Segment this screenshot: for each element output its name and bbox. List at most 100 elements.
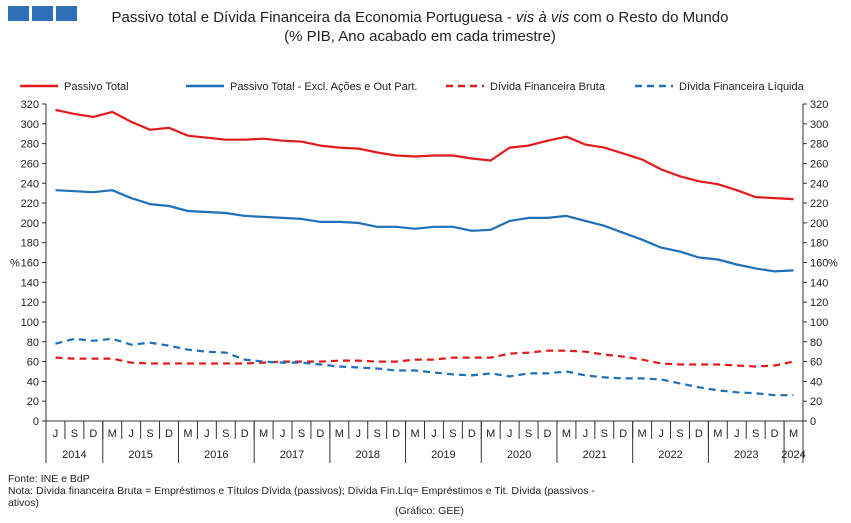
y-tick-label-right: 200 — [810, 218, 828, 230]
y-tick-label-right: 320 — [810, 99, 828, 111]
y-tick-label-left: 40 — [27, 376, 39, 388]
y-tick-label-right: 240 — [810, 178, 828, 190]
x-quarter-label: D — [89, 428, 97, 440]
y-tick-label-left: 280 — [21, 139, 39, 151]
y-tick-label-left: 0 — [33, 416, 39, 428]
y-tick-label-left: 300 — [21, 119, 39, 131]
x-year-label: 2018 — [355, 449, 379, 461]
series-line-2 — [55, 189, 794, 273]
logo-block-2 — [32, 6, 53, 21]
source-note: Fonte: INE e BdP — [8, 473, 90, 485]
y-tick-label-right: 100 — [810, 317, 828, 329]
x-quarter-label: D — [241, 428, 249, 440]
x-year-label: 2022 — [658, 449, 682, 461]
y-tick-label-left: 180 — [21, 238, 39, 250]
footnote: Fonte: INE e BdP Nota: Dívida financeira… — [8, 473, 595, 509]
x-quarter-label: S — [752, 428, 759, 440]
title-rest: com o Resto do Mundo — [569, 9, 729, 26]
y-tick-label-right: 40 — [810, 376, 822, 388]
y-tick-label-left: 200 — [21, 218, 39, 230]
y-tick-label-left: 140 — [21, 277, 39, 289]
y-axis-label-right: % — [828, 258, 838, 270]
y-tick-label-left: 260 — [21, 158, 39, 170]
x-quarter-label: D — [544, 428, 552, 440]
y-tick-label-left: 100 — [21, 317, 39, 329]
x-quarter-label: J — [128, 428, 134, 440]
y-tick-label-right: 180 — [810, 238, 828, 250]
x-quarter-label: D — [695, 428, 703, 440]
x-quarter-label: M — [335, 428, 344, 440]
logo-block-1 — [8, 6, 29, 21]
y-tick-label-left: 240 — [21, 178, 39, 190]
y-tick-label-right: 0 — [810, 416, 816, 428]
x-year-label: 2016 — [204, 449, 228, 461]
chart-title: Passivo total e Dívida Financeira da Eco… — [100, 8, 740, 46]
legend-label-2: Passivo Total - Excl. Ações e Out Part. — [230, 81, 418, 93]
series-line-1 — [55, 108, 794, 201]
x-year-label: 2014 — [62, 449, 86, 461]
y-tick-label-left: 220 — [21, 198, 39, 210]
y-tick-label-left: 80 — [27, 337, 39, 349]
y-tick-label-right: 80 — [810, 337, 822, 349]
x-quarter-label: J — [658, 428, 664, 440]
definition-note: Nota: Dívida financeira Bruta = Emprésti… — [8, 485, 595, 497]
title-main: Passivo total e Dívida Financeira da Eco… — [111, 9, 516, 26]
legend-label-3: Dívida Financeira Bruta — [490, 81, 606, 93]
x-year-label: 2017 — [280, 449, 304, 461]
x-quarter-label: D — [619, 428, 627, 440]
x-quarter-label: J — [280, 428, 286, 440]
y-tick-label-right: 20 — [810, 396, 822, 408]
definition-note-cont: ativos) — [8, 497, 39, 509]
x-quarter-label: S — [146, 428, 153, 440]
x-quarter-label: S — [71, 428, 78, 440]
y-tick-label-left: 160 — [21, 258, 39, 270]
y-tick-label-left: 120 — [21, 297, 39, 309]
x-quarter-label: M — [183, 428, 192, 440]
legend-label-1: Passivo Total — [64, 81, 129, 93]
y-tick-label-left: 320 — [21, 99, 39, 111]
x-year-label: 2020 — [507, 449, 531, 461]
x-quarter-label: M — [638, 428, 647, 440]
x-year-label: 2024 — [781, 449, 805, 461]
x-quarter-label: D — [771, 428, 779, 440]
x-year-label: 2021 — [583, 449, 607, 461]
x-quarter-label: D — [316, 428, 324, 440]
y-tick-label-right: 120 — [810, 297, 828, 309]
x-quarter-label: M — [789, 428, 798, 440]
logo-block-3 — [56, 6, 77, 21]
x-quarter-label: S — [222, 428, 229, 440]
x-quarter-label: M — [410, 428, 419, 440]
x-year-label: 2023 — [734, 449, 758, 461]
x-quarter-label: M — [486, 428, 495, 440]
x-quarter-label: S — [601, 428, 608, 440]
x-quarter-label: S — [374, 428, 381, 440]
y-tick-label-right: 140 — [810, 277, 828, 289]
x-quarter-label: M — [259, 428, 268, 440]
series-line-4 — [55, 337, 794, 397]
x-quarter-label: M — [713, 428, 722, 440]
x-quarter-label: M — [562, 428, 571, 440]
chart-credit: (Gráfico: GEE) — [395, 505, 464, 517]
y-tick-label-right: 300 — [810, 119, 828, 131]
y-tick-label-right: 260 — [810, 158, 828, 170]
x-year-label: 2019 — [431, 449, 455, 461]
y-tick-label-right: 280 — [810, 139, 828, 151]
x-quarter-label: D — [468, 428, 476, 440]
x-year-label: 2015 — [128, 449, 152, 461]
x-quarter-label: M — [108, 428, 117, 440]
title-italic: vis à vis — [515, 9, 570, 26]
x-quarter-label: S — [298, 428, 305, 440]
y-axis-label-left: % — [10, 258, 20, 270]
y-tick-label-right: 220 — [810, 198, 828, 210]
brand-logo — [8, 6, 77, 21]
legend-label-4: Dívida Financeira Líquida — [679, 81, 805, 93]
x-quarter-label: J — [431, 428, 437, 440]
x-quarter-label: D — [165, 428, 173, 440]
x-quarter-label: J — [734, 428, 740, 440]
x-quarter-label: J — [356, 428, 362, 440]
x-quarter-label: J — [204, 428, 210, 440]
x-quarter-label: D — [392, 428, 400, 440]
x-quarter-label: S — [676, 428, 683, 440]
y-tick-label-right: 60 — [810, 357, 822, 369]
